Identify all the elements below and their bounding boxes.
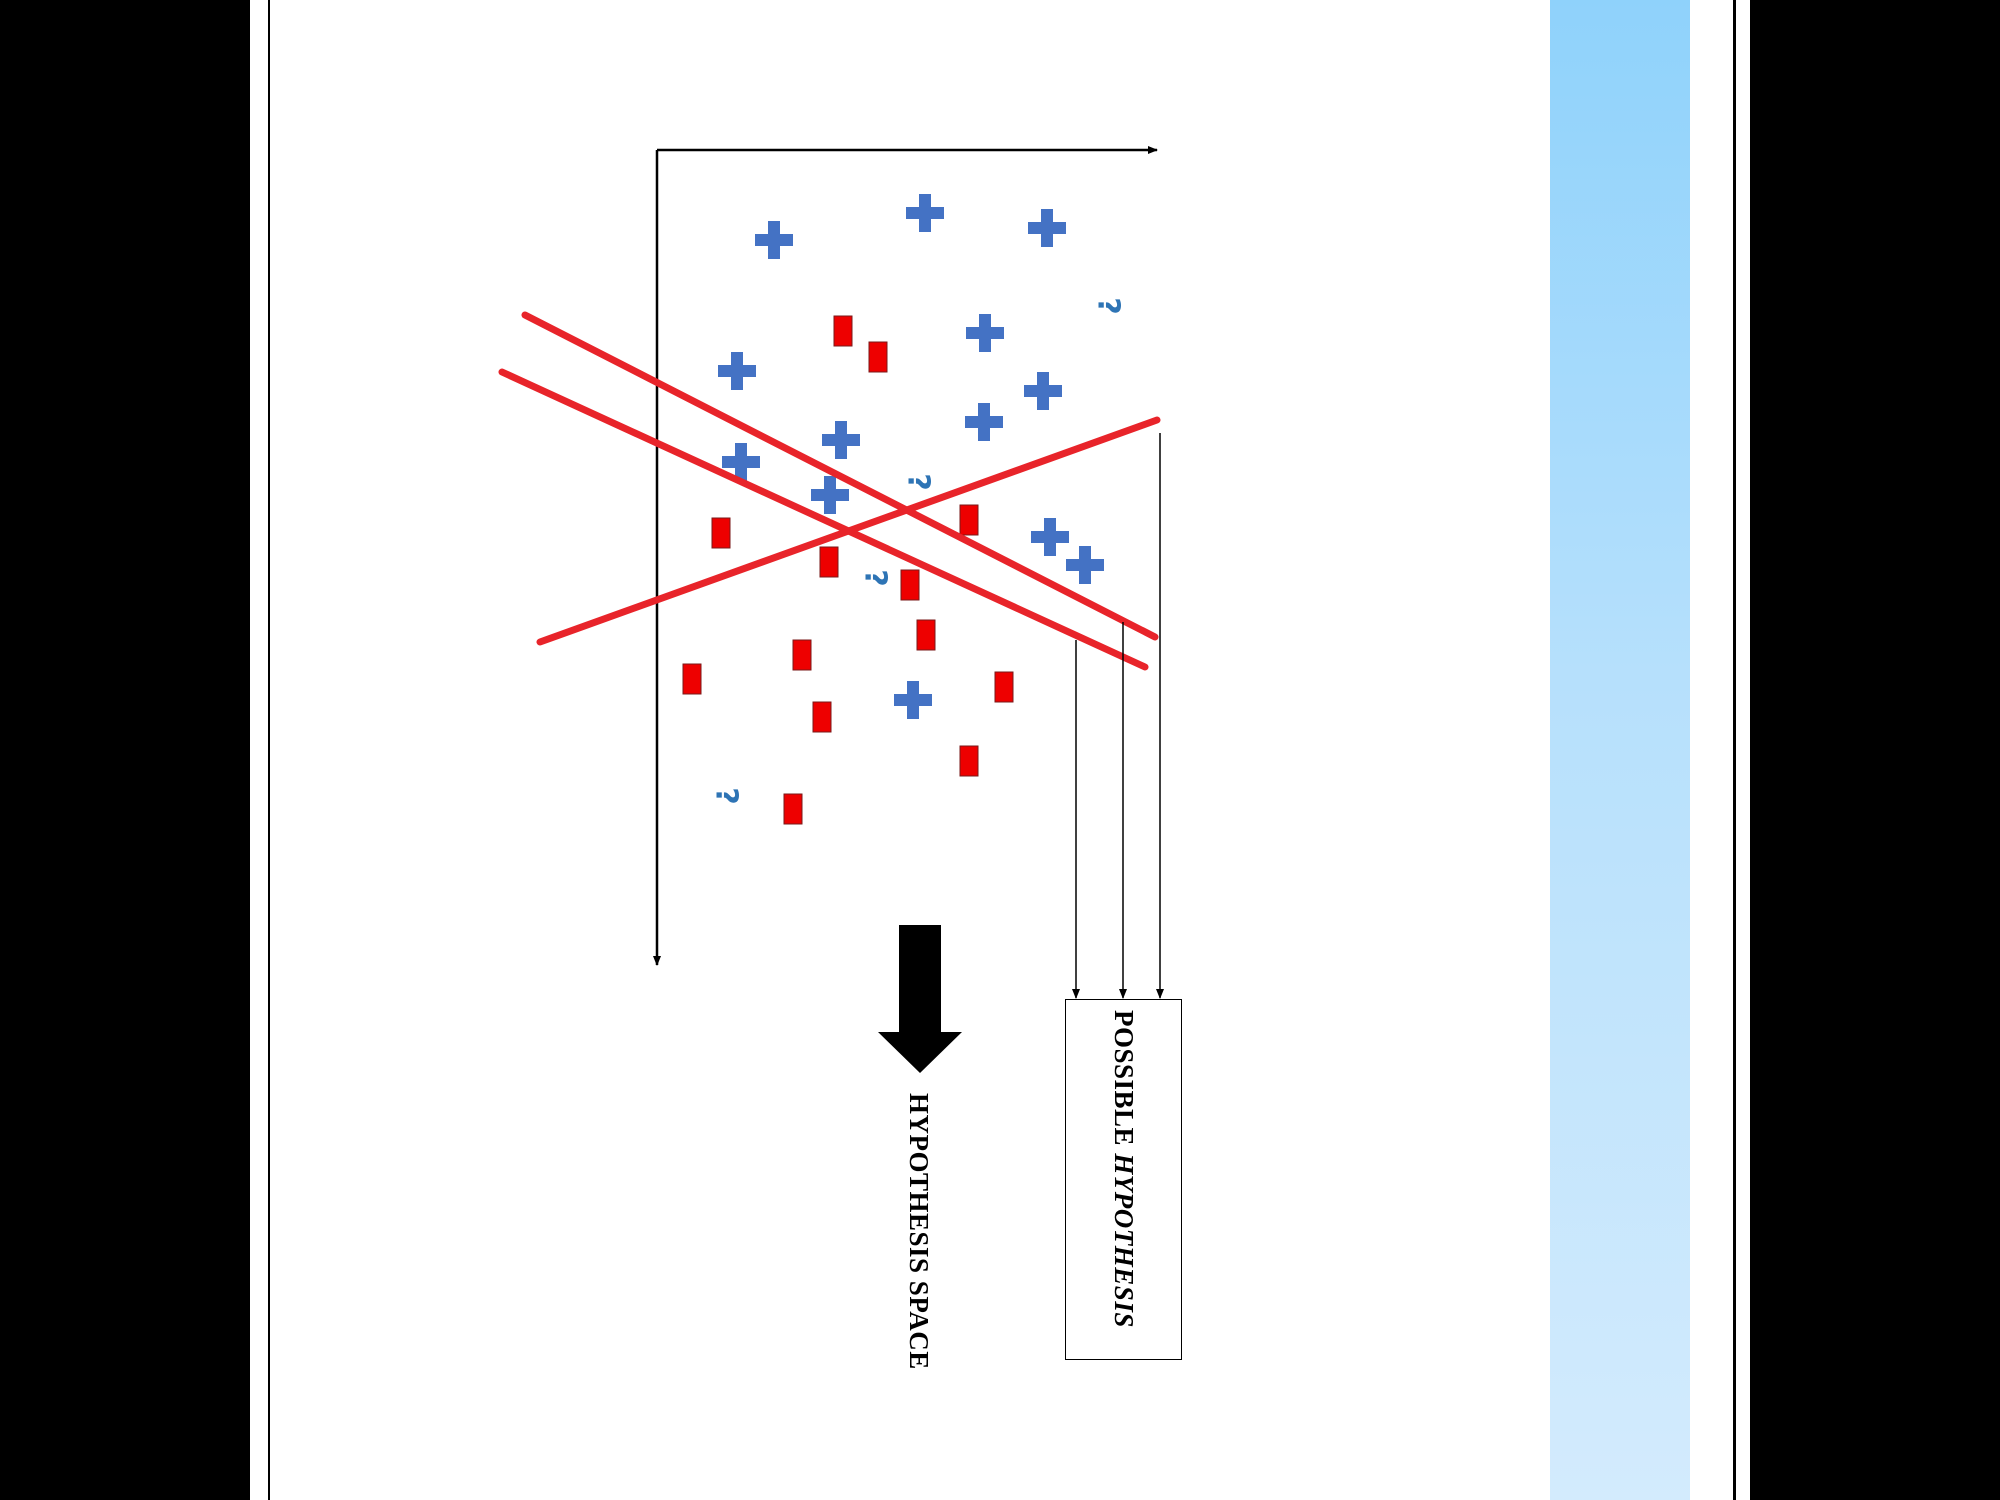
hypothesis-line-1 xyxy=(521,311,1159,641)
plus-icon xyxy=(1028,209,1066,247)
plus-icon xyxy=(718,352,756,390)
plus-icon xyxy=(1024,372,1062,410)
minus-icon xyxy=(868,341,888,373)
plus-icon xyxy=(755,221,793,259)
minus-icon xyxy=(783,793,803,825)
plus-icon xyxy=(1031,518,1069,556)
minus-icon xyxy=(819,546,839,578)
plus-icon xyxy=(894,681,932,719)
possible-hypothesis-label: POSSIBLE HYPOTHESIS xyxy=(1108,1010,1139,1328)
hypothesis-line-3 xyxy=(536,416,1161,646)
minus-icon xyxy=(994,671,1014,703)
hypothesis-word: HYPOTHESIS xyxy=(1109,1153,1139,1328)
question-icon: ? xyxy=(901,473,936,490)
minus-icon xyxy=(711,517,731,549)
minus-icon xyxy=(959,504,979,536)
down-arrow-icon xyxy=(878,925,962,1073)
minus-icon xyxy=(833,315,853,347)
plus-icon xyxy=(822,421,860,459)
hypothesis-line-2 xyxy=(498,368,1149,671)
data-points: ???? xyxy=(682,194,1126,825)
plus-icon xyxy=(966,314,1004,352)
plus-icon xyxy=(811,476,849,514)
minus-icon xyxy=(959,745,979,777)
question-icon: ? xyxy=(1091,297,1126,314)
minus-icon xyxy=(792,639,812,671)
plus-icon xyxy=(906,194,944,232)
minus-icon xyxy=(682,663,702,695)
possible-word: POSSIBLE xyxy=(1109,1010,1139,1147)
page-background xyxy=(250,0,1750,1500)
blue-side-strip xyxy=(1550,0,1690,1500)
plus-icon xyxy=(965,403,1003,441)
hypothesis-space-label: HYPOTHESIS SPACE xyxy=(904,1093,934,1370)
frame-border-left xyxy=(268,0,270,1500)
black-margin-right xyxy=(1750,0,2000,1500)
minus-icon xyxy=(900,569,920,601)
minus-icon xyxy=(916,619,936,651)
possible-hypothesis-box xyxy=(1065,999,1182,1360)
question-icon: ? xyxy=(709,787,744,804)
question-icon: ? xyxy=(858,569,893,586)
plus-icon xyxy=(722,443,760,481)
plus-icon xyxy=(1066,546,1104,584)
minus-icon xyxy=(812,701,832,733)
frame-border-right xyxy=(1733,0,1736,1500)
